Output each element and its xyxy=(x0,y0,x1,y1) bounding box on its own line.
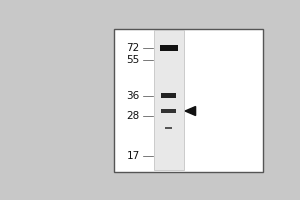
Text: 36: 36 xyxy=(127,91,140,101)
Text: 28: 28 xyxy=(127,111,140,121)
FancyBboxPatch shape xyxy=(161,109,176,113)
FancyBboxPatch shape xyxy=(154,30,184,170)
FancyBboxPatch shape xyxy=(160,45,178,51)
Text: 55: 55 xyxy=(127,55,140,65)
Text: 17: 17 xyxy=(127,151,140,161)
Polygon shape xyxy=(185,107,196,116)
Text: 72: 72 xyxy=(127,43,140,53)
FancyBboxPatch shape xyxy=(161,93,176,98)
FancyBboxPatch shape xyxy=(114,29,263,172)
FancyBboxPatch shape xyxy=(165,127,172,129)
